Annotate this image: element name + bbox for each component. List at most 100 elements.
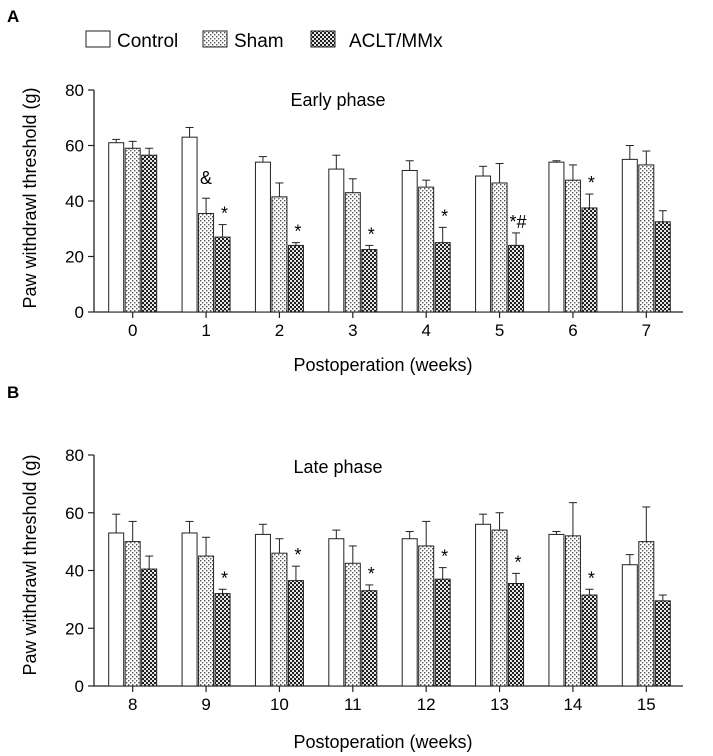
x-tick-label: 5 [495, 321, 504, 340]
panel-a-xlabel: Postoperation (weeks) [293, 355, 472, 375]
y-tick-label: 60 [65, 137, 84, 156]
bar-control-7 [621, 158, 638, 313]
bar-sham-2 [271, 196, 288, 313]
y-tick-label: 40 [65, 562, 84, 581]
y-tick-label: 40 [65, 192, 84, 211]
significance-mark: * [588, 173, 595, 193]
bar-sham-3 [344, 192, 361, 313]
panel-b-xlabel: Postoperation (weeks) [293, 732, 472, 752]
legend-swatch-control [85, 30, 111, 48]
significance-mark: * [441, 547, 448, 567]
bar-control-1 [181, 136, 198, 313]
x-tick-label: 7 [642, 321, 651, 340]
significance-mark: * [368, 564, 375, 584]
legend-swatch-aclt [310, 30, 336, 48]
bar-sham-12 [418, 545, 435, 687]
x-tick-label: 13 [490, 695, 509, 714]
bar-aclt-mmx-14 [581, 594, 598, 687]
bar-control-11 [328, 538, 345, 687]
bar-aclt-mmx-4 [434, 242, 451, 313]
bar-control-9 [181, 532, 198, 687]
x-tick-label: 1 [201, 321, 210, 340]
x-tick-label: 14 [563, 695, 582, 714]
bar-sham-0 [124, 147, 141, 313]
x-tick-label: 2 [275, 321, 284, 340]
panel-a-bars: &** ** *#* [108, 126, 671, 313]
panel-b: B Late phase Paw withdrawl threshold (g)… [7, 383, 683, 752]
panel-b-bars: * * * * * * [108, 502, 671, 687]
panel-a: A Early phase Paw withdrawl threshold (g… [7, 7, 683, 375]
x-tick-label: 0 [128, 321, 137, 340]
bar-control-12 [401, 538, 418, 687]
bar-sham-6 [564, 179, 581, 313]
bar-aclt-mmx-10 [287, 580, 304, 687]
bar-control-13 [475, 523, 492, 687]
significance-mark: * [515, 552, 522, 572]
y-tick-label: 80 [65, 446, 84, 465]
bar-control-15 [621, 564, 638, 687]
bar-control-0 [108, 142, 125, 313]
bar-aclt-mmx-12 [434, 578, 451, 687]
bar-aclt-mmx-2 [287, 244, 304, 313]
significance-mark: *# [510, 212, 527, 232]
x-tick-label: 12 [417, 695, 436, 714]
x-tick-label: 8 [128, 695, 137, 714]
panel-b-ylabel: Paw withdrawl threshold (g) [20, 454, 40, 675]
bar-sham-1 [198, 212, 215, 313]
panel-a-letter: A [7, 7, 19, 26]
legend-label-sham: Sham [234, 31, 284, 52]
x-tick-label: 10 [270, 695, 289, 714]
significance-mark: * [294, 222, 301, 242]
bar-sham-4 [418, 186, 435, 313]
bar-control-3 [328, 168, 345, 313]
x-tick-label: 11 [344, 695, 362, 714]
panel-a-axes: 0 20 40 60 80 0 1 2 3 4 5 6 7 [65, 81, 683, 340]
bar-aclt-mmx-8 [141, 568, 158, 687]
legend-label-aclt: ACLT/MMx [349, 31, 443, 52]
bar-sham-9 [198, 555, 215, 687]
bar-aclt-mmx-3 [361, 249, 378, 313]
x-tick-label: 9 [201, 695, 210, 714]
bar-aclt-mmx-7 [654, 221, 671, 313]
y-tick-label: 80 [65, 81, 84, 100]
panel-b-title: Late phase [293, 457, 382, 477]
x-tick-label: 4 [421, 321, 430, 340]
bar-control-4 [401, 169, 418, 313]
significance-mark: * [368, 224, 375, 244]
bar-sham-10 [271, 552, 288, 687]
bar-sham-7 [638, 164, 655, 313]
significance-mark: * [221, 204, 228, 224]
panel-a-title: Early phase [290, 90, 385, 110]
y-tick-label: 0 [75, 303, 84, 322]
bar-sham-8 [124, 541, 141, 687]
bar-sham-14 [564, 535, 581, 687]
panel-a-ylabel: Paw withdrawl threshold (g) [20, 87, 40, 308]
legend-swatch-sham [202, 30, 228, 48]
significance-mark: * [221, 568, 228, 588]
bar-control-10 [254, 533, 271, 687]
bar-aclt-mmx-15 [654, 600, 671, 687]
bar-control-6 [548, 161, 565, 313]
bar-aclt-mmx-5 [508, 244, 525, 313]
x-tick-label: 15 [637, 695, 656, 714]
panel-b-letter: B [7, 383, 19, 402]
legend-label-control: Control [117, 31, 178, 52]
bar-sham-13 [491, 529, 508, 687]
bar-sham-11 [344, 562, 361, 687]
bar-sham-15 [638, 541, 655, 687]
y-tick-label: 60 [65, 504, 84, 523]
bar-control-14 [548, 533, 565, 687]
significance-mark: & [200, 168, 212, 188]
y-tick-label: 0 [75, 677, 84, 696]
legend: Control Sham ACLT/MMx [85, 30, 443, 52]
bar-aclt-mmx-13 [508, 582, 525, 687]
bar-aclt-mmx-11 [361, 590, 378, 687]
bar-control-2 [254, 161, 271, 313]
bar-aclt-mmx-0 [141, 154, 158, 313]
bar-control-5 [475, 175, 492, 313]
x-tick-label: 3 [348, 321, 357, 340]
bar-aclt-mmx-1 [214, 236, 231, 313]
bar-control-8 [108, 532, 125, 687]
bar-sham-5 [491, 182, 508, 313]
